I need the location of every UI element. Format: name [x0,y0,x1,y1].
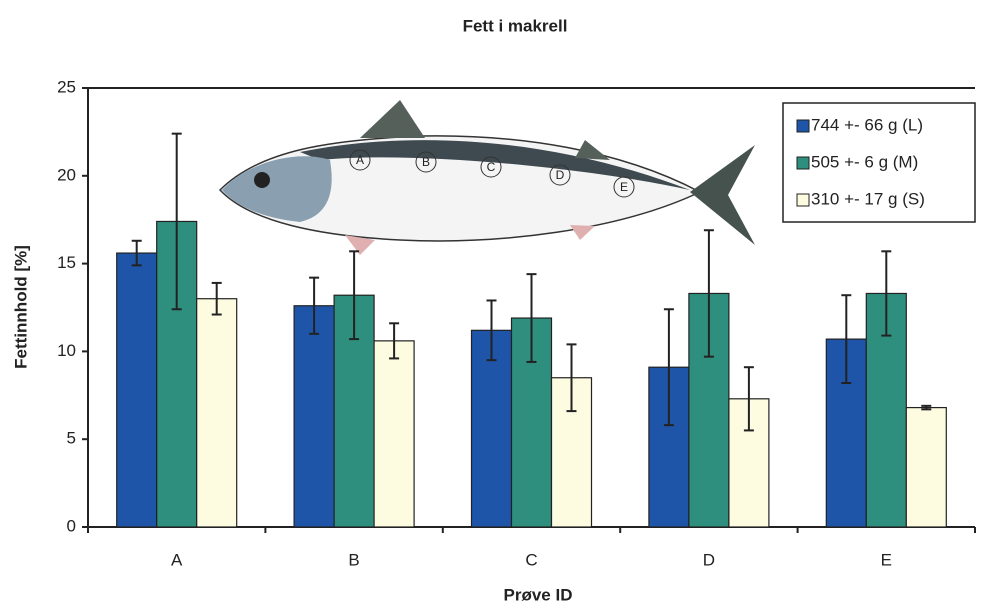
fish-position-label: A [356,153,364,167]
fish-position-label: B [422,155,430,169]
fish-position-marker [480,156,502,178]
legend-swatch [796,119,810,133]
bar [293,305,335,528]
x-tick-label: C [525,550,537,569]
fish-position-marker [349,149,371,171]
error-bar [171,132,182,311]
error-bar [703,229,714,358]
y-axis-label: Fettinnhold [%] [11,245,30,369]
y-tick-label: 5 [67,429,76,448]
y-tick-label: 25 [57,77,76,96]
bar [116,252,158,528]
legend-label: 310 +- 17 g (S) [811,189,925,208]
fish-position-marker [415,151,437,173]
x-axis-label: Prøve ID [504,585,573,604]
error-bar [349,250,360,341]
y-tick-label: 0 [67,516,76,535]
error-bar [486,299,497,362]
error-bar [309,276,320,335]
fish-position-label: E [620,180,628,194]
bar [156,220,198,528]
error-bar [211,281,222,316]
bar [905,406,947,528]
legend-swatch [796,193,810,207]
bar [373,340,415,528]
y-tick-label: 10 [57,341,76,360]
fish-illustration: A B C D E [218,100,755,255]
error-bar [131,239,142,267]
x-tick-label: D [703,550,715,569]
error-bar [389,322,400,360]
legend: 744 +- 66 g (L) 505 +- 6 g (M) 310 +- 17 g… [782,102,976,223]
fish-position-label: C [487,160,496,174]
legend-swatch [796,156,810,170]
error-bar [743,366,754,432]
error-bar [526,273,537,363]
legend-box [782,102,976,223]
error-bar [881,250,892,337]
y-tick-label: 15 [57,253,76,272]
error-bar [841,294,852,385]
legend-label: 505 +- 6 g (M) [811,152,918,171]
x-tick-label: E [881,550,892,569]
x-tick-label: B [348,550,359,569]
error-bar [921,404,932,411]
x-tick-label: A [171,550,183,569]
error-bar [663,308,674,427]
fish-position-marker [613,176,635,198]
fish-position-label: D [556,168,565,182]
fish-position-marker [549,164,571,186]
y-tick-label: 20 [57,165,76,184]
chart-title: Fett i makrell [463,16,568,35]
bar [196,298,238,528]
legend-label: 744 +- 66 g (L) [811,115,923,134]
error-bar [566,343,577,413]
